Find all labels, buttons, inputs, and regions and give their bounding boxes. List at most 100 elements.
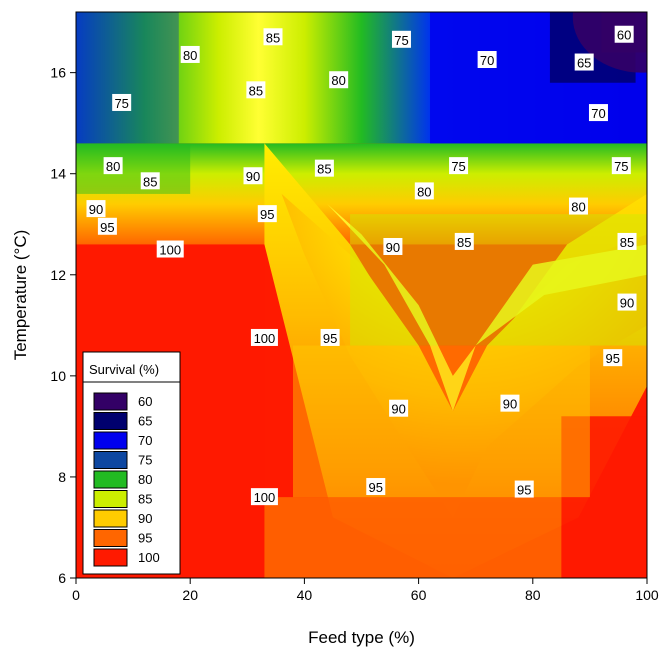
contour-label-bg — [246, 81, 266, 99]
contour-label: 85 — [314, 159, 334, 177]
contour-label-text: 75 — [614, 159, 628, 174]
legend-label: 95 — [138, 531, 152, 546]
contour-label: 90 — [389, 399, 409, 417]
contour-label-bg — [86, 200, 106, 218]
contour-label: 75 — [611, 157, 631, 175]
contour-label-bg — [320, 328, 340, 346]
contour-label-bg — [383, 237, 403, 255]
contour-label-bg — [603, 349, 623, 367]
y-axis-title: Temperature (°C) — [11, 230, 30, 361]
contour-label-bg — [263, 28, 283, 46]
field-region-80 — [76, 143, 191, 194]
x-tick-label: 0 — [72, 587, 80, 603]
contour-label-text: 70 — [480, 53, 494, 68]
x-tick-label: 80 — [525, 587, 541, 603]
contour-label-text: 90 — [620, 296, 634, 311]
y-tick-label: 16 — [50, 65, 66, 81]
contour-label-bg — [250, 488, 278, 506]
contour-label-text: 75 — [394, 33, 408, 48]
y-tick-label: 14 — [50, 166, 66, 182]
contour-label-bg — [97, 217, 117, 235]
contour-label: 100 — [250, 328, 278, 346]
contour-label: 80 — [180, 45, 200, 63]
contour-label-text: 100 — [159, 243, 181, 258]
contour-label: 90 — [86, 200, 106, 218]
contour-label-text: 70 — [591, 106, 605, 121]
contour-label-bg — [314, 159, 334, 177]
legend-swatch — [93, 490, 128, 508]
legend-label: 80 — [138, 472, 152, 487]
legend-items: 60 65 70 75 80 85 90 95 100 — [93, 392, 160, 567]
contour-label: 85 — [140, 172, 160, 190]
contour-label-text: 85 — [457, 235, 471, 250]
contour-label-bg — [614, 25, 634, 43]
legend-label: 75 — [138, 453, 152, 468]
contour-label-text: 90 — [246, 169, 260, 184]
contour-label-text: 90 — [89, 202, 103, 217]
contour-label: 95 — [97, 217, 117, 235]
contour-label-text: 95 — [369, 480, 383, 495]
y-tick-label: 12 — [50, 267, 66, 283]
contour-label-bg — [366, 478, 386, 496]
contour-label-bg — [140, 172, 160, 190]
contour-label-bg — [243, 167, 263, 185]
contour-label: 80 — [103, 157, 123, 175]
contour-label-bg — [329, 71, 349, 89]
contour-label-text: 80 — [106, 159, 120, 174]
legend-swatch — [93, 548, 128, 567]
contour-label: 95 — [514, 480, 534, 498]
contour-label: 80 — [329, 71, 349, 89]
contour-label: 100 — [250, 488, 278, 506]
x-tick-label: 60 — [411, 587, 427, 603]
contour-label-text: 95 — [260, 207, 274, 222]
legend: Survival (%) 60 65 70 75 80 85 90 95 100 — [82, 351, 181, 575]
contour-label: 85 — [454, 232, 474, 250]
contour-label-bg — [156, 240, 184, 258]
contour-label-text: 80 — [183, 48, 197, 63]
contour-label: 75 — [112, 93, 132, 111]
contour-label-bg — [454, 232, 474, 250]
field-region-95 — [264, 497, 562, 578]
contour-label: 90 — [243, 167, 263, 185]
contour-label-text: 85 — [620, 235, 634, 250]
legend-swatch — [93, 529, 128, 547]
legend-label: 70 — [138, 433, 152, 448]
field-region-100 — [561, 416, 647, 578]
contour-label-bg — [574, 53, 594, 71]
legend-title: Survival (%) — [89, 362, 159, 377]
contour-label-text: 95 — [517, 483, 531, 498]
x-tick-label: 40 — [297, 587, 313, 603]
y-tick-label: 6 — [58, 570, 66, 586]
contour-label-text: 85 — [266, 30, 280, 45]
contour-label-bg — [617, 232, 637, 250]
y-tick-label: 8 — [58, 469, 66, 485]
contour-label-text: 80 — [417, 184, 431, 199]
contour-label-text: 85 — [249, 83, 263, 98]
contour-label-text: 90 — [386, 240, 400, 255]
field-region-85 — [350, 214, 647, 346]
axes: 0 20 40 60 80 100 6 8 10 12 14 16 — [50, 65, 658, 603]
x-axis-title: Feed type (%) — [308, 628, 415, 647]
field-region-90 — [292, 345, 590, 498]
contour-label-bg — [500, 394, 520, 412]
contour-label-bg — [250, 328, 278, 346]
contour-label: 95 — [366, 478, 386, 496]
contour-label-text: 100 — [254, 331, 276, 346]
contour-label: 75 — [391, 30, 411, 48]
contour-label-text: 85 — [317, 162, 331, 177]
legend-label: 100 — [138, 550, 160, 565]
contour-label: 95 — [257, 205, 277, 223]
field-valley-outer — [264, 143, 647, 578]
contour-label: 80 — [414, 182, 434, 200]
contour-label: 90 — [617, 293, 637, 311]
contour-label: 60 — [614, 25, 634, 43]
contour-label-text: 80 — [571, 200, 585, 215]
contour-label-bg — [389, 399, 409, 417]
legend-swatch — [93, 451, 128, 469]
contour-label-text: 90 — [391, 402, 405, 417]
legend-swatch — [93, 392, 128, 411]
contour-label-bg — [568, 197, 588, 215]
contour-label: 95 — [603, 349, 623, 367]
legend-label: 60 — [138, 394, 152, 409]
